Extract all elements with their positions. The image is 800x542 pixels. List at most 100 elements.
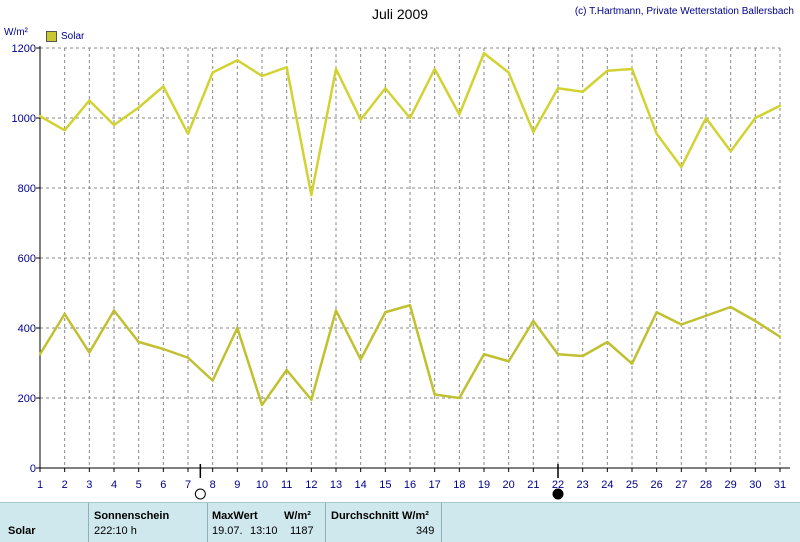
avg-unit: W/m²: [402, 510, 429, 522]
x-tick-label: 5: [136, 479, 142, 491]
data-point: [38, 353, 42, 356]
y-tick-label: 1000: [12, 113, 36, 125]
data-point: [433, 393, 436, 396]
legend-label: Solar: [61, 31, 85, 42]
data-point: [581, 90, 584, 93]
x-tick-label: 10: [256, 479, 268, 491]
data-point: [310, 398, 313, 401]
data-point: [458, 113, 461, 116]
data-point: [630, 67, 634, 71]
sunshine-value: 222:10 h: [94, 525, 137, 537]
data-point: [236, 326, 239, 330]
data-point: [532, 130, 535, 134]
data-point: [482, 353, 486, 356]
new-moon-icon: [552, 488, 564, 500]
x-tick-label: 30: [749, 479, 761, 491]
max-date: 19.07.: [212, 525, 243, 537]
stats-divider: [325, 503, 326, 542]
stats-divider: [88, 503, 89, 542]
x-tick-label: 8: [210, 479, 216, 491]
x-tick-label: 3: [86, 479, 92, 491]
x-tick-label: 1: [37, 479, 43, 491]
x-tick-label: 24: [601, 479, 613, 491]
data-point: [236, 59, 239, 62]
x-tick-label: 21: [527, 479, 539, 491]
data-point: [334, 67, 338, 71]
data-point: [260, 403, 264, 407]
stats-panel: Solar Sonnenschein 222:10 h MaxWert W/m²…: [0, 502, 800, 542]
x-tick-label: 19: [478, 479, 490, 491]
x-tick-label: 7: [185, 479, 191, 491]
max-label: MaxWert: [212, 510, 258, 522]
x-tick-label: 27: [675, 479, 687, 491]
data-point: [458, 396, 461, 400]
data-point: [162, 85, 165, 88]
y-tick-label: 200: [18, 393, 36, 405]
data-point: [532, 319, 535, 323]
chart-title: Juli 2009: [371, 6, 429, 22]
x-tick-label: 2: [62, 479, 68, 491]
data-point: [433, 67, 436, 71]
data-point: [408, 304, 412, 307]
data-point: [63, 312, 66, 316]
data-point: [88, 351, 91, 354]
data-point: [655, 132, 658, 135]
data-point: [260, 74, 264, 78]
x-tick-label: 28: [700, 479, 712, 491]
full-moon-icon: [194, 488, 206, 500]
x-tick-label: 25: [626, 479, 638, 491]
data-point: [754, 319, 757, 323]
data-point: [63, 129, 66, 132]
data-point: [778, 104, 782, 107]
data-point: [606, 69, 609, 72]
max-time: 13:10: [250, 525, 278, 537]
x-tick-label: 18: [453, 479, 465, 491]
y-tick-label: 600: [18, 253, 36, 265]
data-point: [754, 116, 757, 120]
data-point: [384, 87, 387, 90]
data-point: [162, 347, 165, 351]
avg-label: Durchschnitt: [331, 510, 399, 522]
data-point: [729, 305, 732, 309]
x-tick-label: 9: [234, 479, 240, 491]
data-point: [285, 368, 288, 372]
data-point: [556, 87, 560, 90]
x-tick-label: 15: [379, 479, 391, 491]
max-value: 1187: [290, 525, 314, 537]
credit-text: (c) T.Hartmann, Private Wetterstation Ba…: [574, 6, 794, 17]
data-point: [334, 309, 338, 312]
legend-swatch: [46, 31, 57, 42]
data-point: [408, 116, 412, 120]
x-tick-label: 16: [404, 479, 416, 491]
x-tick-label: 23: [577, 479, 589, 491]
sunshine-label: Sonnenschein: [94, 510, 170, 522]
y-tick-label: 400: [18, 323, 36, 335]
legend: Solar: [46, 31, 84, 42]
data-point: [112, 309, 116, 312]
x-tick-label: 17: [429, 479, 441, 491]
x-tick-label: 14: [355, 479, 367, 491]
y-tick-label: 0: [30, 463, 36, 475]
data-point: [680, 165, 683, 169]
data-point: [310, 193, 313, 197]
data-point: [359, 358, 362, 361]
max-unit: W/m²: [284, 510, 311, 522]
x-tick-label: 6: [160, 479, 166, 491]
y-axis-unit: W/m²: [4, 27, 28, 38]
data-point: [359, 118, 362, 121]
data-point: [778, 335, 782, 338]
data-point: [507, 71, 510, 74]
data-point: [606, 340, 609, 344]
y-tick-label: 800: [18, 183, 36, 195]
data-point: [88, 99, 91, 102]
data-point: [581, 354, 584, 358]
y-tick-label: 1200: [12, 43, 36, 55]
x-tick-label: 29: [725, 479, 737, 491]
data-point: [655, 311, 658, 314]
data-point: [186, 132, 190, 135]
data-point: [38, 115, 42, 118]
data-point: [211, 379, 214, 382]
data-point: [680, 323, 683, 326]
data-point: [704, 116, 708, 120]
data-point: [186, 356, 190, 359]
